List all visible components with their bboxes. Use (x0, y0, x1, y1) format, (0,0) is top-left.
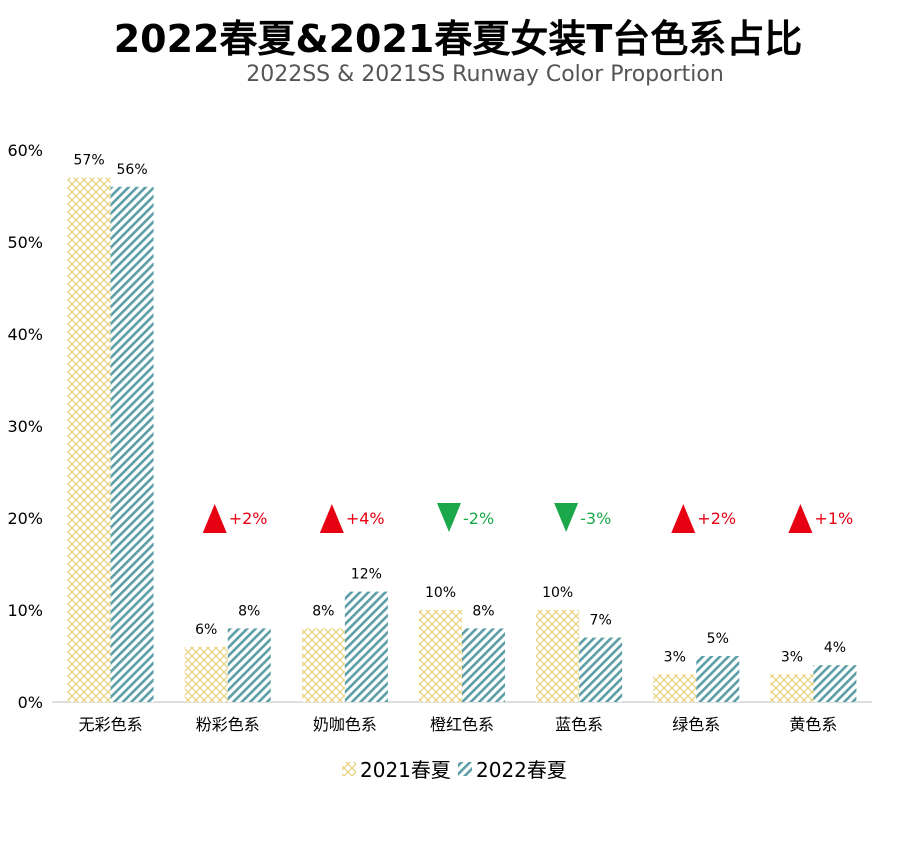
decrease-triangle-icon (554, 503, 579, 532)
bar-2022 (696, 656, 740, 702)
legend-label: 2021春夏 (360, 758, 451, 782)
axis-layer: 0% 10% 20% 30% 40% 50% 60% 无彩色系 粉彩色系 奶咖色系 橙红色系 蓝色系 绿… (7, 141, 872, 734)
x-category-label: 奶咖色系 (313, 715, 377, 734)
chart-title: 2022春夏&2021春夏女装T台色系占比 (113, 17, 803, 61)
bar-2022 (110, 186, 154, 703)
data-label: 56% (117, 162, 148, 178)
legend: 2021春夏 2022春夏 (342, 758, 567, 782)
changes-layer: +2% +4% -2% -3% +2% +1% (202, 503, 853, 533)
data-label: 8% (238, 603, 260, 619)
x-category-label: 蓝色系 (555, 715, 603, 734)
y-tick-label: 30% (7, 417, 43, 436)
change-label: -3% (580, 509, 611, 528)
bar-2022 (579, 637, 623, 702)
bar-2022 (462, 628, 505, 702)
bar-2021 (67, 177, 111, 703)
y-tick-label: 0% (18, 693, 43, 712)
data-label: 8% (312, 603, 334, 619)
bar-2021 (419, 610, 462, 702)
data-label: 10% (425, 585, 456, 601)
increase-triangle-icon (671, 504, 696, 533)
data-label: 3% (664, 649, 686, 665)
legend-swatch (458, 762, 472, 776)
change-label: +4% (346, 509, 385, 528)
labels-layer: 57% 6% 8% 10% 10% 3% 3% 56% 8% 12% 8% 7% 5% 4% (74, 153, 847, 666)
bar-2021 (536, 610, 580, 702)
bar-2022 (227, 628, 271, 702)
x-category-label: 无彩色系 (79, 715, 143, 734)
y-tick-label: 10% (7, 601, 43, 620)
legend-swatch (342, 762, 356, 776)
bar-2021 (653, 674, 697, 702)
increase-triangle-icon (202, 504, 227, 533)
data-label: 8% (472, 603, 494, 619)
x-category-label: 粉彩色系 (196, 715, 260, 734)
bars-layer (67, 177, 857, 703)
data-label: 12% (351, 567, 382, 583)
y-tick-label: 40% (7, 325, 43, 344)
change-label: +2% (229, 509, 268, 528)
data-label: 5% (707, 631, 729, 647)
y-tick-label: 20% (7, 509, 43, 528)
y-tick-label: 50% (7, 233, 43, 252)
increase-triangle-icon (788, 504, 813, 533)
legend-label: 2022春夏 (476, 758, 567, 782)
x-category-label: 橙红色系 (430, 715, 494, 734)
data-label: 7% (590, 613, 612, 629)
chart-subtitle: 2022SS & 2021SS Runway Color Proportion (246, 62, 724, 87)
bar-2022 (813, 665, 857, 702)
increase-triangle-icon (319, 504, 344, 533)
data-label: 10% (542, 585, 573, 601)
bar-2021 (301, 628, 345, 702)
data-label: 6% (195, 622, 217, 638)
bar-2022 (344, 591, 388, 702)
data-label: 4% (824, 640, 846, 656)
data-label: 3% (781, 649, 803, 665)
bar-2021 (770, 674, 814, 702)
change-label: +2% (697, 509, 736, 528)
change-label: -2% (463, 509, 494, 528)
x-category-label: 绿色系 (672, 715, 720, 734)
decrease-triangle-icon (437, 503, 461, 532)
y-tick-label: 60% (7, 141, 43, 160)
bar-2021 (184, 646, 228, 702)
change-label: +1% (814, 509, 853, 528)
data-label: 57% (74, 153, 105, 169)
x-category-label: 黄色系 (789, 715, 837, 734)
